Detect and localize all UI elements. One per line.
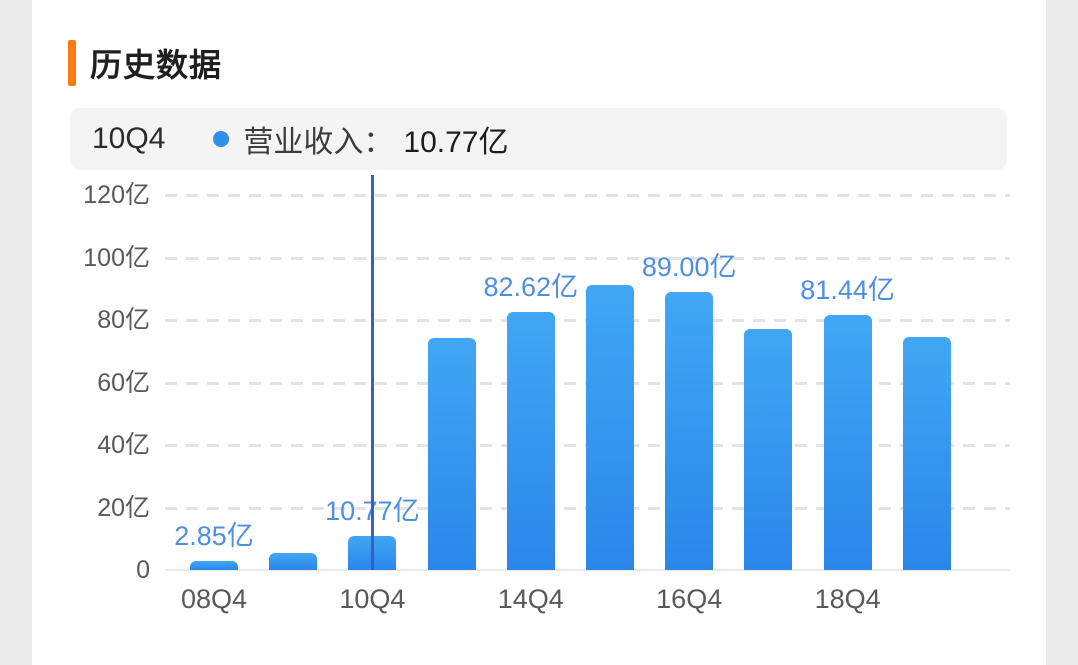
bar-value-label: 81.44亿 — [800, 275, 895, 305]
orange-accent-bar — [68, 40, 76, 86]
x-tick-label: 08Q4 — [180, 584, 248, 614]
x-tick-label: 14Q4 — [497, 584, 564, 614]
crosshair-line — [370, 175, 374, 570]
x-axis-line — [165, 569, 1010, 571]
series-dot-icon — [213, 131, 230, 147]
left-edge-strip — [0, 0, 32, 665]
bar-value-label: 82.62亿 — [483, 272, 579, 302]
bar-chart: 120亿100亿80亿60亿40亿20亿02.85亿08Q410.77亿10Q4… — [70, 175, 1072, 640]
bar[interactable] — [902, 337, 951, 570]
bar[interactable] — [427, 338, 476, 570]
x-tick-label: 18Q4 — [814, 584, 881, 614]
y-tick-label: 40亿 — [97, 431, 150, 459]
y-tick-label: 20亿 — [97, 493, 150, 522]
bar[interactable] — [744, 329, 793, 570]
history-data-card: 历史数据 10Q4 营业收入： 10.77亿 120亿 100亿 80亿 60亿 40亿… — [32, 0, 1046, 665]
bar[interactable] — [506, 312, 555, 570]
x-tick-label: 16Q4 — [656, 584, 723, 614]
bar-value-label: 2.85亿 — [174, 521, 254, 551]
tooltip-series-label: 营业收入： — [243, 126, 394, 159]
bar[interactable] — [665, 292, 714, 570]
y-tick-label: 0 — [136, 556, 150, 584]
gridline — [165, 256, 1010, 260]
tooltip-period: 10Q4 — [92, 122, 166, 155]
tooltip-value: 10.77亿 — [403, 126, 509, 159]
y-tick-label: 100亿 — [83, 243, 150, 272]
section-header: 历史数据 — [68, 40, 222, 86]
gridline — [165, 194, 1010, 197]
bar[interactable] — [586, 285, 634, 570]
x-tick-label: 10Q4 — [339, 584, 406, 614]
y-tick-label: 120亿 — [83, 181, 150, 209]
bar[interactable] — [190, 561, 238, 570]
y-tick-label: 60亿 — [97, 368, 150, 397]
bar[interactable] — [823, 315, 872, 570]
tooltip-bar: 10Q4 营业收入： 10.77亿 — [70, 108, 1007, 170]
right-edge-strip — [1046, 0, 1078, 665]
bar-value-label: 89.00亿 — [641, 252, 737, 282]
section-title: 历史数据 — [90, 47, 223, 83]
y-tick-label: 80亿 — [97, 306, 150, 334]
bar[interactable] — [269, 553, 318, 570]
